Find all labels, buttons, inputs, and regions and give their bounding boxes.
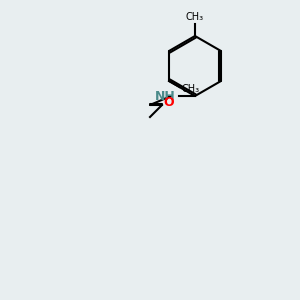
- Text: CH₃: CH₃: [186, 13, 204, 22]
- Text: O: O: [164, 95, 174, 109]
- Text: NH: NH: [155, 89, 176, 103]
- Text: CH₃: CH₃: [181, 83, 199, 94]
